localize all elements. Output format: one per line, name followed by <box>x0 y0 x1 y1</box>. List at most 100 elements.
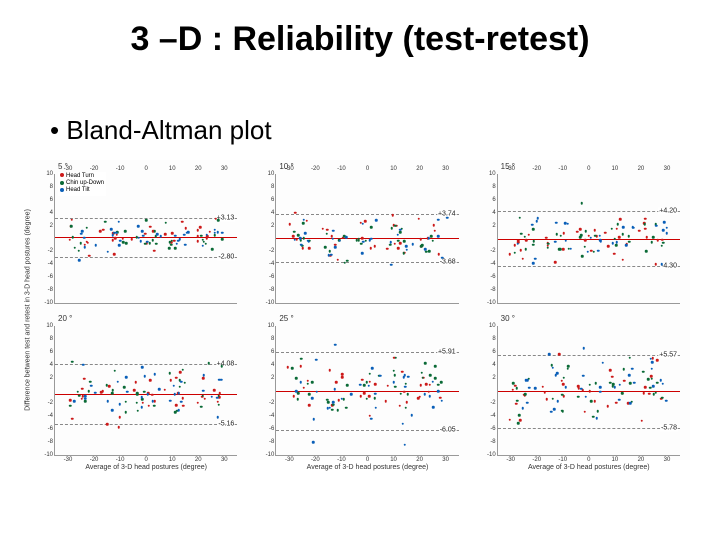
data-point <box>201 395 204 398</box>
data-point <box>532 240 535 243</box>
data-point <box>72 236 75 239</box>
data-point <box>216 396 219 399</box>
data-point <box>651 368 654 371</box>
data-point <box>118 220 121 223</box>
data-point <box>94 244 97 247</box>
x-tick: -20 <box>311 457 320 463</box>
data-point <box>113 253 116 256</box>
x-tick: -30 <box>285 166 294 172</box>
data-point <box>621 259 624 262</box>
data-point <box>345 236 348 239</box>
data-point <box>325 233 328 236</box>
x-tick: 0 <box>366 166 369 172</box>
data-point <box>554 241 557 244</box>
data-point <box>311 397 314 400</box>
data-point <box>553 408 556 411</box>
data-point <box>404 386 407 389</box>
data-point <box>652 385 655 388</box>
data-point <box>604 232 607 235</box>
data-point <box>559 235 562 238</box>
data-point <box>316 390 319 393</box>
data-point <box>84 397 87 400</box>
data-point <box>83 237 86 240</box>
data-point <box>295 390 298 393</box>
data-point <box>125 376 128 379</box>
data-point <box>517 242 520 245</box>
data-point <box>552 367 555 370</box>
panel-0: 5 °Head TurnChin up-DownHead Tilt108642-… <box>30 160 247 308</box>
x-tick: -10 <box>116 166 125 172</box>
limit-line <box>55 257 237 258</box>
data-point <box>601 362 604 365</box>
data-point <box>326 399 329 402</box>
data-point <box>616 223 619 226</box>
data-point <box>547 242 550 245</box>
plot-area: 108642-2-4-6-8-10-30-20-100102030+3.13-2… <box>54 174 237 304</box>
data-point <box>121 238 124 241</box>
data-point <box>88 255 91 258</box>
data-point <box>294 212 297 215</box>
x-tick: 20 <box>195 166 202 172</box>
x-tick: 30 <box>664 457 671 463</box>
data-point <box>508 419 511 422</box>
y-tick: -4 <box>254 261 274 267</box>
data-point <box>429 395 432 398</box>
y-tick: -4 <box>476 261 496 267</box>
data-point <box>438 253 441 256</box>
data-point <box>424 248 427 251</box>
data-point <box>390 227 393 230</box>
data-point <box>613 386 616 389</box>
plot-area: 108642-2-4-6-8-10-30-20-100102030+4.20-4… <box>497 174 680 304</box>
data-point <box>125 400 128 403</box>
x-tick: -30 <box>506 166 515 172</box>
data-point <box>82 363 85 366</box>
limit-label: +4.08 <box>216 361 236 368</box>
data-point <box>332 229 335 232</box>
data-point <box>394 385 397 388</box>
x-tick: -30 <box>64 166 73 172</box>
data-point <box>566 368 569 371</box>
y-tick: -8 <box>254 439 274 445</box>
data-point <box>375 219 378 222</box>
data-point <box>665 400 668 403</box>
data-point <box>638 230 641 233</box>
data-point <box>590 400 593 403</box>
data-point <box>542 385 545 388</box>
data-point <box>618 399 621 402</box>
data-point <box>136 393 139 396</box>
data-point <box>399 228 402 231</box>
y-tick: 2 <box>254 223 274 229</box>
data-point <box>607 245 610 248</box>
data-point <box>308 404 311 407</box>
data-point <box>423 393 426 396</box>
data-point <box>386 247 389 250</box>
data-point <box>629 402 632 405</box>
data-point <box>328 369 331 372</box>
data-point <box>153 249 156 252</box>
data-point <box>311 381 314 384</box>
data-point <box>336 258 339 261</box>
data-point <box>532 228 535 231</box>
data-point <box>666 227 669 230</box>
limit-label: +4.20 <box>658 208 678 215</box>
data-point <box>343 398 346 401</box>
data-point <box>307 382 310 385</box>
data-point <box>303 219 306 222</box>
data-point <box>289 223 292 226</box>
y-tick: -6 <box>33 274 53 280</box>
data-point <box>124 411 127 414</box>
data-point <box>111 234 114 237</box>
data-point <box>585 230 588 233</box>
y-tick: -2 <box>33 248 53 254</box>
x-tick: -20 <box>90 457 99 463</box>
data-point <box>80 233 83 236</box>
data-point <box>546 398 549 401</box>
data-point <box>125 242 128 245</box>
x-tick: -10 <box>337 166 346 172</box>
data-point <box>164 233 167 236</box>
x-tick: 20 <box>416 457 423 463</box>
x-axis-label: Average of 3-D head postures (degree) <box>528 464 650 471</box>
data-point <box>428 391 431 394</box>
data-point <box>522 407 525 410</box>
data-point <box>661 397 664 400</box>
